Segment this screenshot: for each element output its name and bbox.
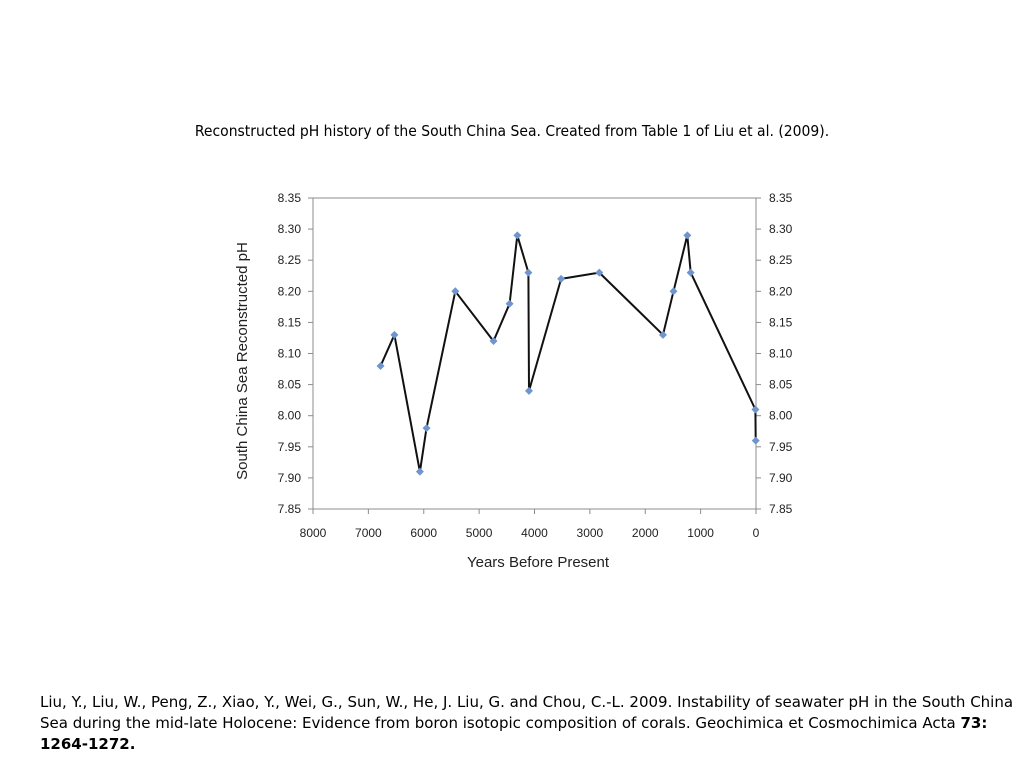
data-point-marker <box>751 436 760 445</box>
data-point-marker <box>658 330 667 339</box>
data-point-marker <box>751 405 760 414</box>
right-y-axis: 8.35 8.30 8.25 8.20 8.15 8.10 8.05 8.00 7.95 7.90… <box>756 191 793 516</box>
x-tick-label: 6000 <box>410 526 437 540</box>
left-y-tick-label: 8.20 <box>278 284 302 298</box>
data-point-marker <box>683 231 692 240</box>
x-tick-label: 1000 <box>687 526 714 540</box>
data-point-marker <box>415 467 424 476</box>
data-point-marker <box>513 231 522 240</box>
data-point-marker <box>686 268 695 277</box>
data-point-marker <box>595 268 604 277</box>
left-y-tick-label: 8.00 <box>278 409 302 423</box>
y-axis-label: South China Sea Reconstructed pH <box>234 242 251 480</box>
data-point-marker <box>505 299 514 308</box>
right-y-tick-label: 8.30 <box>769 222 793 236</box>
data-point-marker <box>557 274 566 283</box>
x-axis: 8000 7000 6000 5000 4000 3000 2000 1000 0 <box>300 509 760 540</box>
data-point-marker <box>451 287 460 296</box>
right-y-tick-label: 8.00 <box>769 409 793 423</box>
right-y-tick-label: 8.25 <box>769 253 793 267</box>
right-y-tick-label: 8.05 <box>769 378 793 392</box>
right-y-tick-label: 8.15 <box>769 315 793 329</box>
left-y-tick-label: 7.85 <box>278 502 302 516</box>
left-y-tick-label: 8.30 <box>278 222 302 236</box>
left-y-tick-label: 8.10 <box>278 347 302 361</box>
left-y-tick-label: 8.15 <box>278 315 302 329</box>
series-markers <box>376 231 760 476</box>
data-point-marker <box>669 287 678 296</box>
left-y-tick-label: 8.35 <box>278 191 302 205</box>
series-line <box>379 234 757 473</box>
x-tick-label: 3000 <box>577 526 604 540</box>
right-y-tick-label: 7.85 <box>769 502 793 516</box>
x-tick-label: 4000 <box>521 526 548 540</box>
data-point-marker <box>524 386 533 395</box>
right-y-tick-label: 8.35 <box>769 191 793 205</box>
chart-caption: Reconstructed pH history of the South Ch… <box>194 122 830 140</box>
reference-text: Liu, Y., Liu, W., Peng, Z., Xiao, Y., We… <box>40 693 1014 732</box>
left-y-tick-label: 8.25 <box>278 253 302 267</box>
left-y-tick-label: 8.05 <box>278 378 302 392</box>
right-y-tick-label: 8.20 <box>769 284 793 298</box>
right-y-tick-label: 7.95 <box>769 440 793 454</box>
right-y-tick-label: 8.10 <box>769 347 793 361</box>
x-tick-label: 7000 <box>355 526 382 540</box>
reference-citation: Liu, Y., Liu, W., Peng, Z., Xiao, Y., We… <box>40 692 1015 755</box>
x-tick-label: 8000 <box>300 526 327 540</box>
x-tick-label: 5000 <box>466 526 493 540</box>
left-y-axis: 8.35 8.30 8.25 8.20 8.15 8.10 8.05 8.00 7.95 7.90… <box>278 191 313 516</box>
data-point-marker <box>376 361 385 370</box>
left-y-tick-label: 7.90 <box>278 471 302 485</box>
left-y-tick-label: 7.95 <box>278 440 302 454</box>
data-point-marker <box>524 268 533 277</box>
x-tick-label: 2000 <box>632 526 659 540</box>
data-point-marker <box>390 330 399 339</box>
x-tick-label: 0 <box>753 526 760 540</box>
reference-volume-pages: 73: 1264-1272. <box>40 714 988 753</box>
right-y-tick-label: 7.90 <box>769 471 793 485</box>
data-point-marker <box>422 424 431 433</box>
plot-area <box>312 197 757 510</box>
x-axis-label: Years Before Present <box>467 554 610 571</box>
data-point-marker <box>489 337 498 346</box>
